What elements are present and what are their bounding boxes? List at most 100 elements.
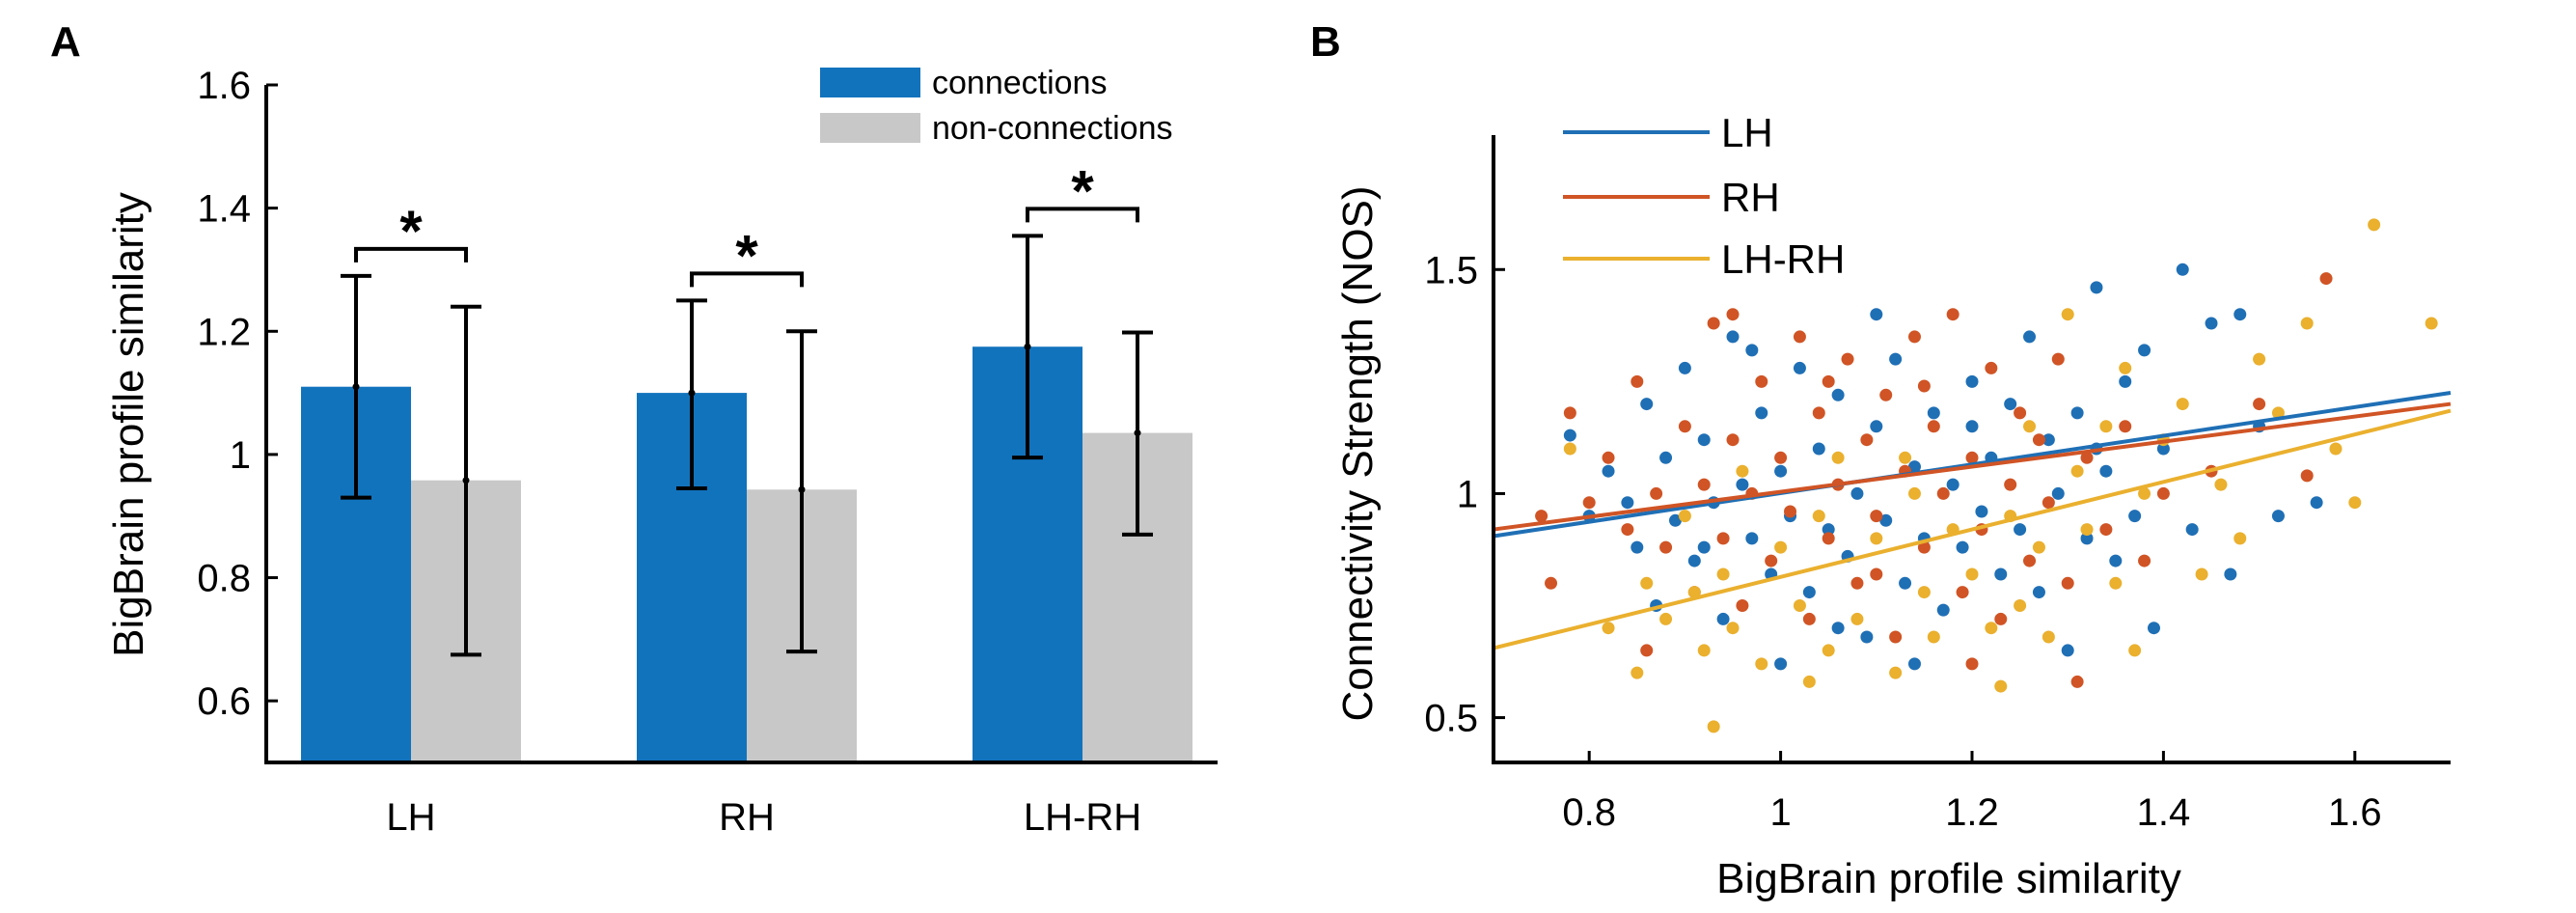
scatter-point xyxy=(1640,576,1654,590)
b-x-tick-label: 1.2 xyxy=(1945,791,1999,834)
scatter-point xyxy=(1793,361,1806,374)
scatter-point xyxy=(2004,398,2017,411)
scatter-point xyxy=(1899,451,1912,464)
scatter-point xyxy=(1545,576,1558,590)
scatter-point xyxy=(1621,523,1634,537)
scatter-point xyxy=(2205,317,2218,330)
scatter-point xyxy=(1965,657,1979,671)
scatter-point xyxy=(1774,540,1788,554)
scatter-point xyxy=(1927,630,1940,644)
a-x-tick-label-lh: LH xyxy=(386,796,435,839)
scatter-point xyxy=(1831,622,1845,635)
scatter-point xyxy=(1697,644,1711,657)
legend-label-non-connections: non-connections xyxy=(932,110,1173,147)
scatter-point xyxy=(2061,308,2074,321)
a-error-bars xyxy=(341,234,1153,657)
scatter-point xyxy=(2300,317,2314,330)
scatter-point xyxy=(2023,554,2037,567)
significance-bracket xyxy=(690,271,804,288)
legend-label-rh: RH xyxy=(1721,175,1780,220)
scatter-point xyxy=(1936,603,1950,617)
scatter-point xyxy=(1784,505,1797,518)
fit-line-rh xyxy=(1493,401,2452,532)
scatter-point xyxy=(2329,442,2343,456)
legend-swatch-connections xyxy=(820,68,920,97)
b-x-tick-label: 1.4 xyxy=(2137,791,2191,834)
scatter-point xyxy=(1889,630,1903,644)
scatter-point xyxy=(1736,599,1749,612)
scatter-point xyxy=(2032,433,2045,447)
scatter-point xyxy=(2119,420,2132,433)
scatter-point xyxy=(2090,281,2103,294)
significance-rh: * xyxy=(690,223,804,288)
scatter-point xyxy=(2014,599,2027,612)
panel-b-scatter-chart: 0.8 1 1.2 1.4 1.6 0.5 1 1.5 BigBrain profile s… xyxy=(1334,110,2452,902)
b-y-axis-label: Connectivity Strength (NOS) xyxy=(1334,185,1382,721)
b-scatter-points xyxy=(1535,218,2438,733)
scatter-point xyxy=(2128,644,2142,657)
scatter-point xyxy=(1831,451,1845,464)
scatter-point xyxy=(1726,308,1740,321)
scatter-point xyxy=(2023,420,2037,433)
scatter-point xyxy=(2109,576,2123,590)
scatter-point xyxy=(1965,374,1979,388)
scatter-point xyxy=(1879,513,1893,527)
scatter-point xyxy=(1975,505,1988,518)
scatter-point xyxy=(2119,361,2132,374)
panel-letter-a: A xyxy=(50,18,81,66)
b-x-tick-label: 0.8 xyxy=(1562,791,1616,834)
panel-a-bar-chart: * * * 0.6 0.8 1 1.2 1.4 1.6 LH RH LH-RH BigBrain … xyxy=(105,65,1218,839)
a-bars xyxy=(301,346,1192,762)
significance-star: * xyxy=(1071,158,1094,223)
scatter-point xyxy=(2070,675,2084,688)
a-x-tick-label-rh: RH xyxy=(719,796,775,839)
scatter-point xyxy=(1678,510,1691,523)
scatter-point xyxy=(1716,567,1730,581)
scatter-point xyxy=(1697,433,1711,447)
a-y-tick-label: 0.6 xyxy=(197,680,251,723)
scatter-point xyxy=(1860,433,1874,447)
scatter-point xyxy=(1956,540,1969,554)
scatter-point xyxy=(1707,720,1720,733)
scatter-point xyxy=(1745,344,1759,357)
scatter-point xyxy=(1917,586,1931,599)
scatter-point xyxy=(1841,352,1854,366)
scatter-point xyxy=(1850,612,1864,625)
scatter-point xyxy=(2271,406,2285,420)
scatter-point xyxy=(1985,361,1998,374)
scatter-point xyxy=(2099,420,2113,433)
scatter-point xyxy=(1860,630,1874,644)
scatter-point xyxy=(2070,406,2084,420)
scatter-point xyxy=(2051,486,2065,500)
scatter-point xyxy=(2109,554,2123,567)
scatter-point xyxy=(1965,420,1979,433)
scatter-point xyxy=(1793,330,1806,344)
scatter-point xyxy=(1889,352,1903,366)
a-significance-markers: * * * xyxy=(354,158,1139,288)
b-x-tick-label: 1 xyxy=(1769,791,1791,834)
scatter-point xyxy=(1716,532,1730,545)
scatter-point xyxy=(1879,388,1893,401)
b-y-tick-label: 1 xyxy=(1457,473,1478,515)
scatter-point xyxy=(1793,599,1806,612)
scatter-point xyxy=(1765,554,1778,567)
b-legend: LH RH LH-RH xyxy=(1563,110,1845,282)
scatter-point xyxy=(2253,352,2266,366)
scatter-point xyxy=(1774,657,1788,671)
scatter-point xyxy=(1621,496,1634,510)
scatter-point xyxy=(1994,679,2008,693)
scatter-point xyxy=(1822,523,1835,537)
scatter-point xyxy=(1907,460,1921,474)
scatter-point xyxy=(1631,540,1644,554)
scatter-point xyxy=(2233,308,2247,321)
scatter-point xyxy=(1812,510,1825,523)
scatter-point xyxy=(2014,523,2027,537)
legend-label-lh-rh: LH-RH xyxy=(1721,236,1845,282)
scatter-point xyxy=(2253,398,2266,411)
scatter-point xyxy=(2214,478,2228,491)
a-y-tick-label: 0.8 xyxy=(197,558,251,600)
b-y-tick-label: 1.5 xyxy=(1424,249,1478,291)
a-y-ticks: 0.6 0.8 1 1.2 1.4 1.6 xyxy=(197,65,278,723)
scatter-point xyxy=(1812,442,1825,456)
scatter-point xyxy=(1745,532,1759,545)
